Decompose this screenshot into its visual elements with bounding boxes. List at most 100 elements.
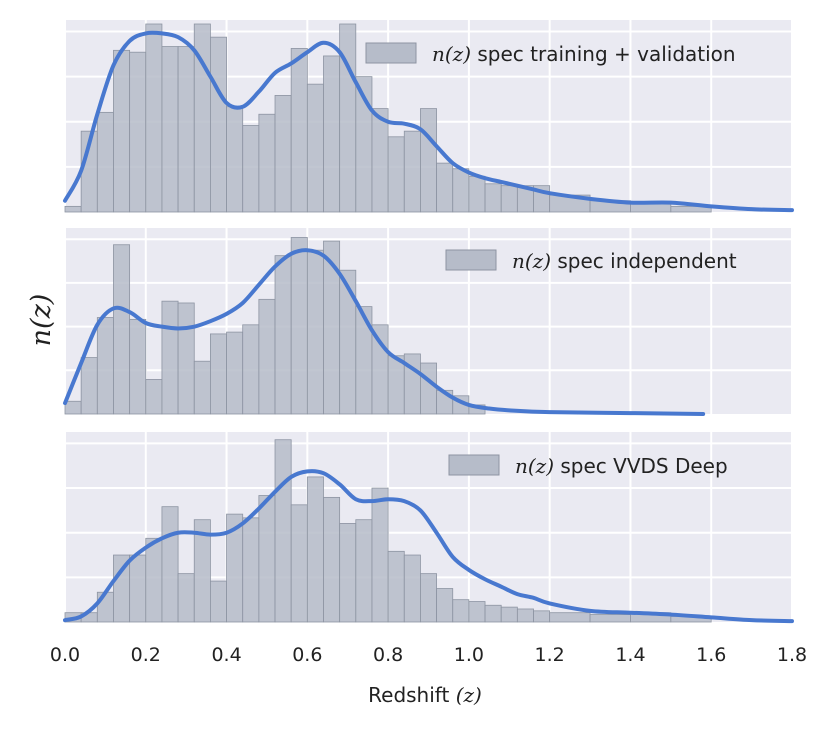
histogram-bar	[484, 604, 502, 623]
histogram-bar	[129, 554, 147, 623]
histogram-bar	[274, 255, 292, 415]
panel-2: n(z) spec independent	[63, 228, 793, 416]
x-axis: 0.0 0.2 0.4 0.6 0.8 1.0 1.2 1.4 1.6 1.8 Redshift …	[50, 644, 807, 707]
histogram-bar	[242, 517, 260, 623]
histogram-bar	[290, 237, 308, 415]
legend: n(z) spec VVDS Deep	[448, 454, 728, 478]
histogram-bar	[193, 519, 211, 623]
histogram-bar	[306, 476, 324, 623]
histogram-bar	[177, 46, 195, 213]
x-tick-label: 1.8	[777, 644, 807, 666]
histogram-bar	[274, 95, 292, 213]
histogram-bar	[96, 111, 114, 213]
histogram-bar	[129, 51, 147, 213]
histogram-bar	[161, 46, 179, 213]
histogram-bar	[371, 487, 389, 623]
histogram-bar	[64, 400, 82, 415]
histogram-bar	[177, 573, 195, 623]
histogram-bar	[500, 185, 518, 213]
legend-math: n(z)	[512, 249, 551, 273]
legend-label: n(z) spec VVDS Deep	[515, 454, 728, 478]
histogram-bar	[161, 300, 179, 415]
histogram-bar	[161, 506, 179, 623]
histogram-bar	[339, 523, 357, 623]
histogram-bar	[533, 610, 551, 623]
x-tick-label: 0.4	[211, 644, 241, 666]
histogram-bar	[306, 83, 324, 213]
histogram-bar	[387, 136, 405, 213]
histogram-bar	[145, 379, 163, 415]
legend-math: n(z)	[432, 42, 471, 66]
histogram-bar	[145, 23, 163, 213]
histogram-bar	[258, 298, 276, 415]
kde-curve	[63, 248, 706, 416]
x-tick-labels: 0.0 0.2 0.4 0.6 0.8 1.0 1.2 1.4 1.6 1.8	[50, 644, 807, 666]
histogram-bar	[306, 249, 324, 415]
panel-3: n(z) spec VVDS Deep	[63, 432, 794, 624]
histogram-bar	[209, 333, 227, 415]
histogram-bar	[64, 205, 82, 213]
legend-text: spec training + validation	[471, 42, 736, 66]
x-tick-label: 1.4	[615, 644, 645, 666]
histogram-bar	[209, 580, 227, 623]
histogram-bar	[436, 588, 454, 623]
legend-label: n(z) spec independent	[512, 249, 737, 273]
histogram-bar	[468, 601, 486, 623]
histogram-bar	[516, 608, 534, 623]
histogram-bar	[436, 162, 454, 213]
legend-text: spec VVDS Deep	[554, 454, 728, 478]
x-tick-label: 1.0	[454, 644, 484, 666]
histogram-bar	[371, 108, 389, 213]
histogram-bar	[403, 130, 421, 213]
histogram-bar	[420, 108, 437, 213]
histogram-bar	[226, 331, 244, 415]
legend-math: n(z)	[515, 454, 554, 478]
histogram-bar	[420, 573, 437, 623]
legend-swatch	[448, 454, 500, 476]
x-axis-label: Redshift (z)	[368, 683, 482, 707]
histogram-bar	[468, 175, 486, 213]
legend-label: n(z) spec training + validation	[432, 42, 736, 66]
x-tick-label: 0.2	[131, 644, 161, 666]
histogram-bar	[145, 537, 163, 623]
histogram-bar	[258, 113, 276, 213]
histogram-bar	[323, 240, 341, 415]
histogram-bar	[242, 125, 260, 213]
histogram-bar	[177, 302, 195, 415]
x-axis-label-text: Redshift	[368, 683, 449, 707]
histogram-bar	[403, 554, 421, 623]
histogram-bar	[420, 362, 437, 415]
x-tick-label: 0.0	[50, 644, 80, 666]
legend-swatch	[445, 249, 497, 271]
histogram-bar	[274, 439, 292, 623]
histogram-bar	[129, 318, 147, 415]
histogram-bar	[670, 205, 712, 213]
histogram-bar	[500, 606, 518, 623]
histogram-bar	[113, 244, 131, 415]
histogram-bar	[258, 495, 276, 623]
legend-swatch	[365, 42, 417, 64]
x-axis-label-math: (z)	[456, 683, 482, 707]
legend: n(z) spec training + validation	[365, 42, 736, 66]
histogram-bar	[209, 36, 227, 213]
histogram-bar	[113, 49, 131, 213]
histogram-bar	[549, 612, 591, 623]
histogram-bar	[323, 55, 341, 213]
y-axis-label: n(z)	[26, 294, 57, 347]
histogram-bar	[96, 591, 114, 623]
histogram-bar	[339, 269, 357, 415]
kde-curve	[63, 469, 794, 624]
x-tick-label: 1.2	[535, 644, 565, 666]
histogram-bar	[452, 168, 470, 213]
histogram-bar	[323, 496, 341, 623]
histogram-bar	[80, 357, 98, 415]
x-tick-label: 0.8	[373, 644, 403, 666]
x-tick-label: 0.6	[292, 644, 322, 666]
x-tick-label: 1.6	[696, 644, 726, 666]
histogram-bar	[484, 183, 502, 213]
histogram-bar	[387, 355, 405, 415]
panel-1: n(z) spec training + validation	[63, 20, 794, 213]
histogram-bar	[290, 504, 308, 623]
